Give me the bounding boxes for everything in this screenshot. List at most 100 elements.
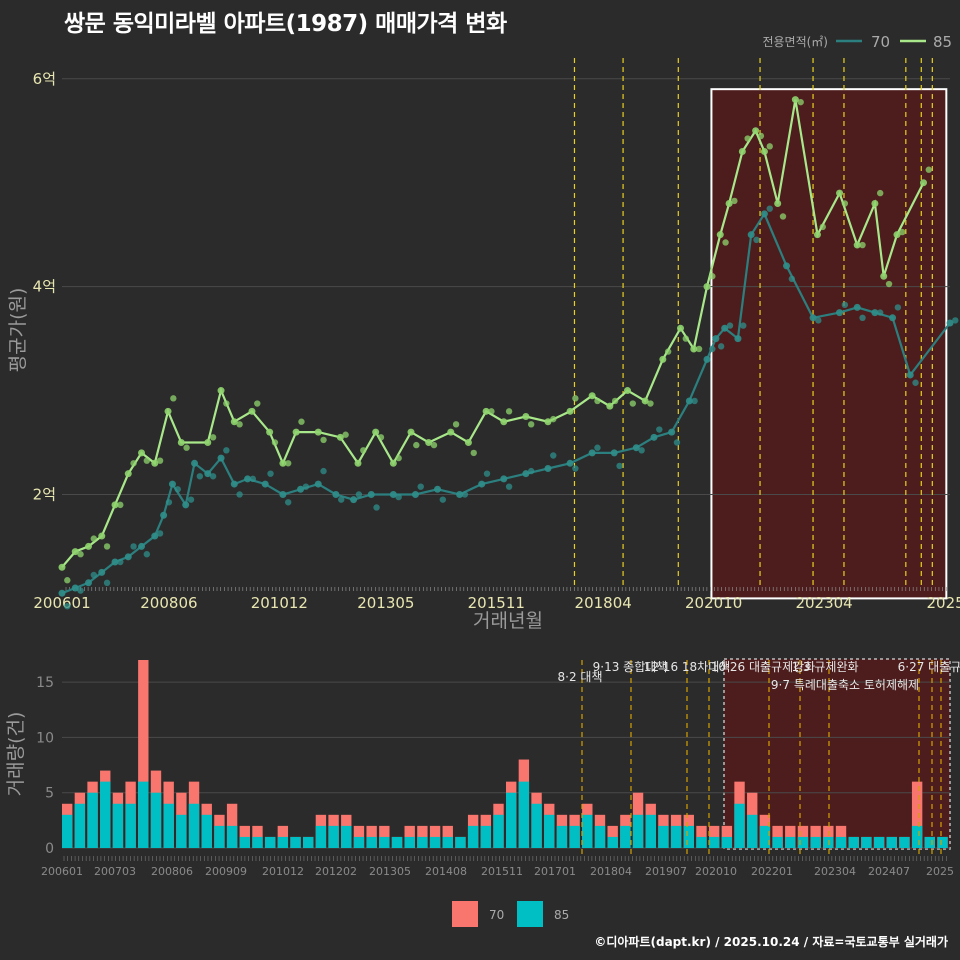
bar-70 [138, 660, 149, 848]
x-tick-label: 201305 [357, 594, 414, 612]
policy-annotation: 9·13 종합대책 [593, 659, 668, 674]
bar-85 [201, 814, 212, 848]
data-point-85 [284, 460, 292, 467]
data-point-70 [456, 490, 464, 498]
data-point-85 [464, 439, 472, 447]
data-point-85 [64, 577, 71, 584]
data-point-70 [439, 496, 447, 503]
data-point-85 [709, 273, 716, 280]
bar-85 [886, 836, 897, 848]
data-point-70 [889, 314, 897, 322]
data-point-70 [544, 464, 552, 472]
data-point-85 [880, 272, 888, 280]
x-tick-label: 201511 [468, 594, 525, 612]
data-point-70 [783, 262, 791, 270]
data-point-85 [690, 345, 698, 353]
data-point-70 [766, 205, 773, 212]
data-point-85 [183, 444, 190, 451]
data-point-85 [236, 421, 243, 428]
bar-85 [163, 803, 174, 848]
data-point-85 [124, 470, 132, 478]
data-point-85 [425, 439, 433, 447]
data-point-70 [753, 236, 760, 244]
data-point-85 [151, 459, 159, 467]
data-point-85 [722, 239, 729, 246]
bar-85 [150, 792, 162, 848]
data-point-70 [297, 485, 305, 493]
bar-85 [303, 836, 314, 848]
data-point-70 [143, 551, 151, 558]
data-point-70 [160, 511, 168, 519]
data-point-70 [350, 496, 358, 504]
y-tick-label: 0 [45, 841, 54, 857]
bar-85 [391, 836, 403, 848]
x-tick-label: 200601 [41, 865, 83, 878]
data-point-70 [656, 426, 663, 433]
data-point-85 [819, 223, 826, 231]
y-tick-label: 10 [36, 730, 54, 746]
data-point-70 [151, 532, 159, 540]
data-point-85 [389, 459, 397, 467]
bar-85 [734, 803, 745, 848]
data-point-85 [876, 189, 884, 197]
bar-85 [772, 836, 783, 848]
x-tick-label: 202010 [695, 865, 737, 878]
data-point-85 [482, 407, 490, 415]
data-point-70 [734, 335, 742, 343]
data-point-85 [791, 96, 799, 104]
data-point-70 [182, 501, 190, 509]
data-point-85 [527, 421, 535, 428]
data-point-85 [695, 345, 703, 353]
data-point-85 [752, 127, 760, 135]
legend-label-70: 70 [489, 908, 504, 922]
data-point-70 [196, 473, 204, 480]
data-point-70 [168, 480, 176, 488]
bar-85 [87, 792, 98, 848]
x-tick-label: 201701 [534, 865, 576, 878]
data-point-70 [236, 491, 243, 498]
data-point-70 [740, 322, 747, 329]
data-point-70 [267, 470, 274, 477]
data-point-70 [610, 449, 618, 457]
bar-85 [556, 825, 568, 848]
data-point-70 [668, 428, 676, 436]
data-point-70 [165, 499, 173, 506]
data-point-70 [588, 449, 596, 457]
data-point-85 [859, 241, 866, 249]
data-point-85 [641, 397, 649, 405]
data-point-70 [853, 303, 861, 311]
data-point-70 [616, 462, 623, 470]
data-point-70 [894, 304, 902, 311]
bar-85 [544, 814, 555, 848]
bar-85 [607, 836, 618, 848]
bar-85 [252, 836, 263, 848]
bar-85 [214, 825, 225, 848]
policy-annotation: 6·27 대출규제 [898, 660, 960, 674]
data-point-85 [682, 335, 690, 342]
data-point-85 [899, 228, 906, 236]
bar-85 [226, 825, 238, 848]
data-point-85 [336, 433, 344, 441]
data-point-70 [522, 470, 530, 478]
bar-85 [518, 781, 530, 848]
bar-85 [493, 814, 504, 848]
data-point-70 [249, 475, 257, 483]
bar-85 [937, 836, 948, 848]
bar-85 [721, 836, 733, 848]
data-point-70 [760, 210, 768, 218]
x-tick-label: 201012 [262, 865, 304, 878]
x-tick-label: 202010 [685, 594, 742, 612]
data-point-70 [187, 496, 195, 503]
data-point-70 [721, 324, 729, 332]
data-point-70 [638, 447, 645, 454]
bar-85 [632, 814, 644, 848]
bar-85 [404, 836, 415, 848]
data-point-85 [58, 563, 66, 571]
bar-85 [480, 825, 492, 848]
bar-70 [911, 781, 923, 848]
bar-85 [239, 836, 250, 848]
data-point-70 [747, 231, 755, 239]
data-point-85 [760, 148, 768, 156]
data-point-70 [204, 470, 212, 478]
